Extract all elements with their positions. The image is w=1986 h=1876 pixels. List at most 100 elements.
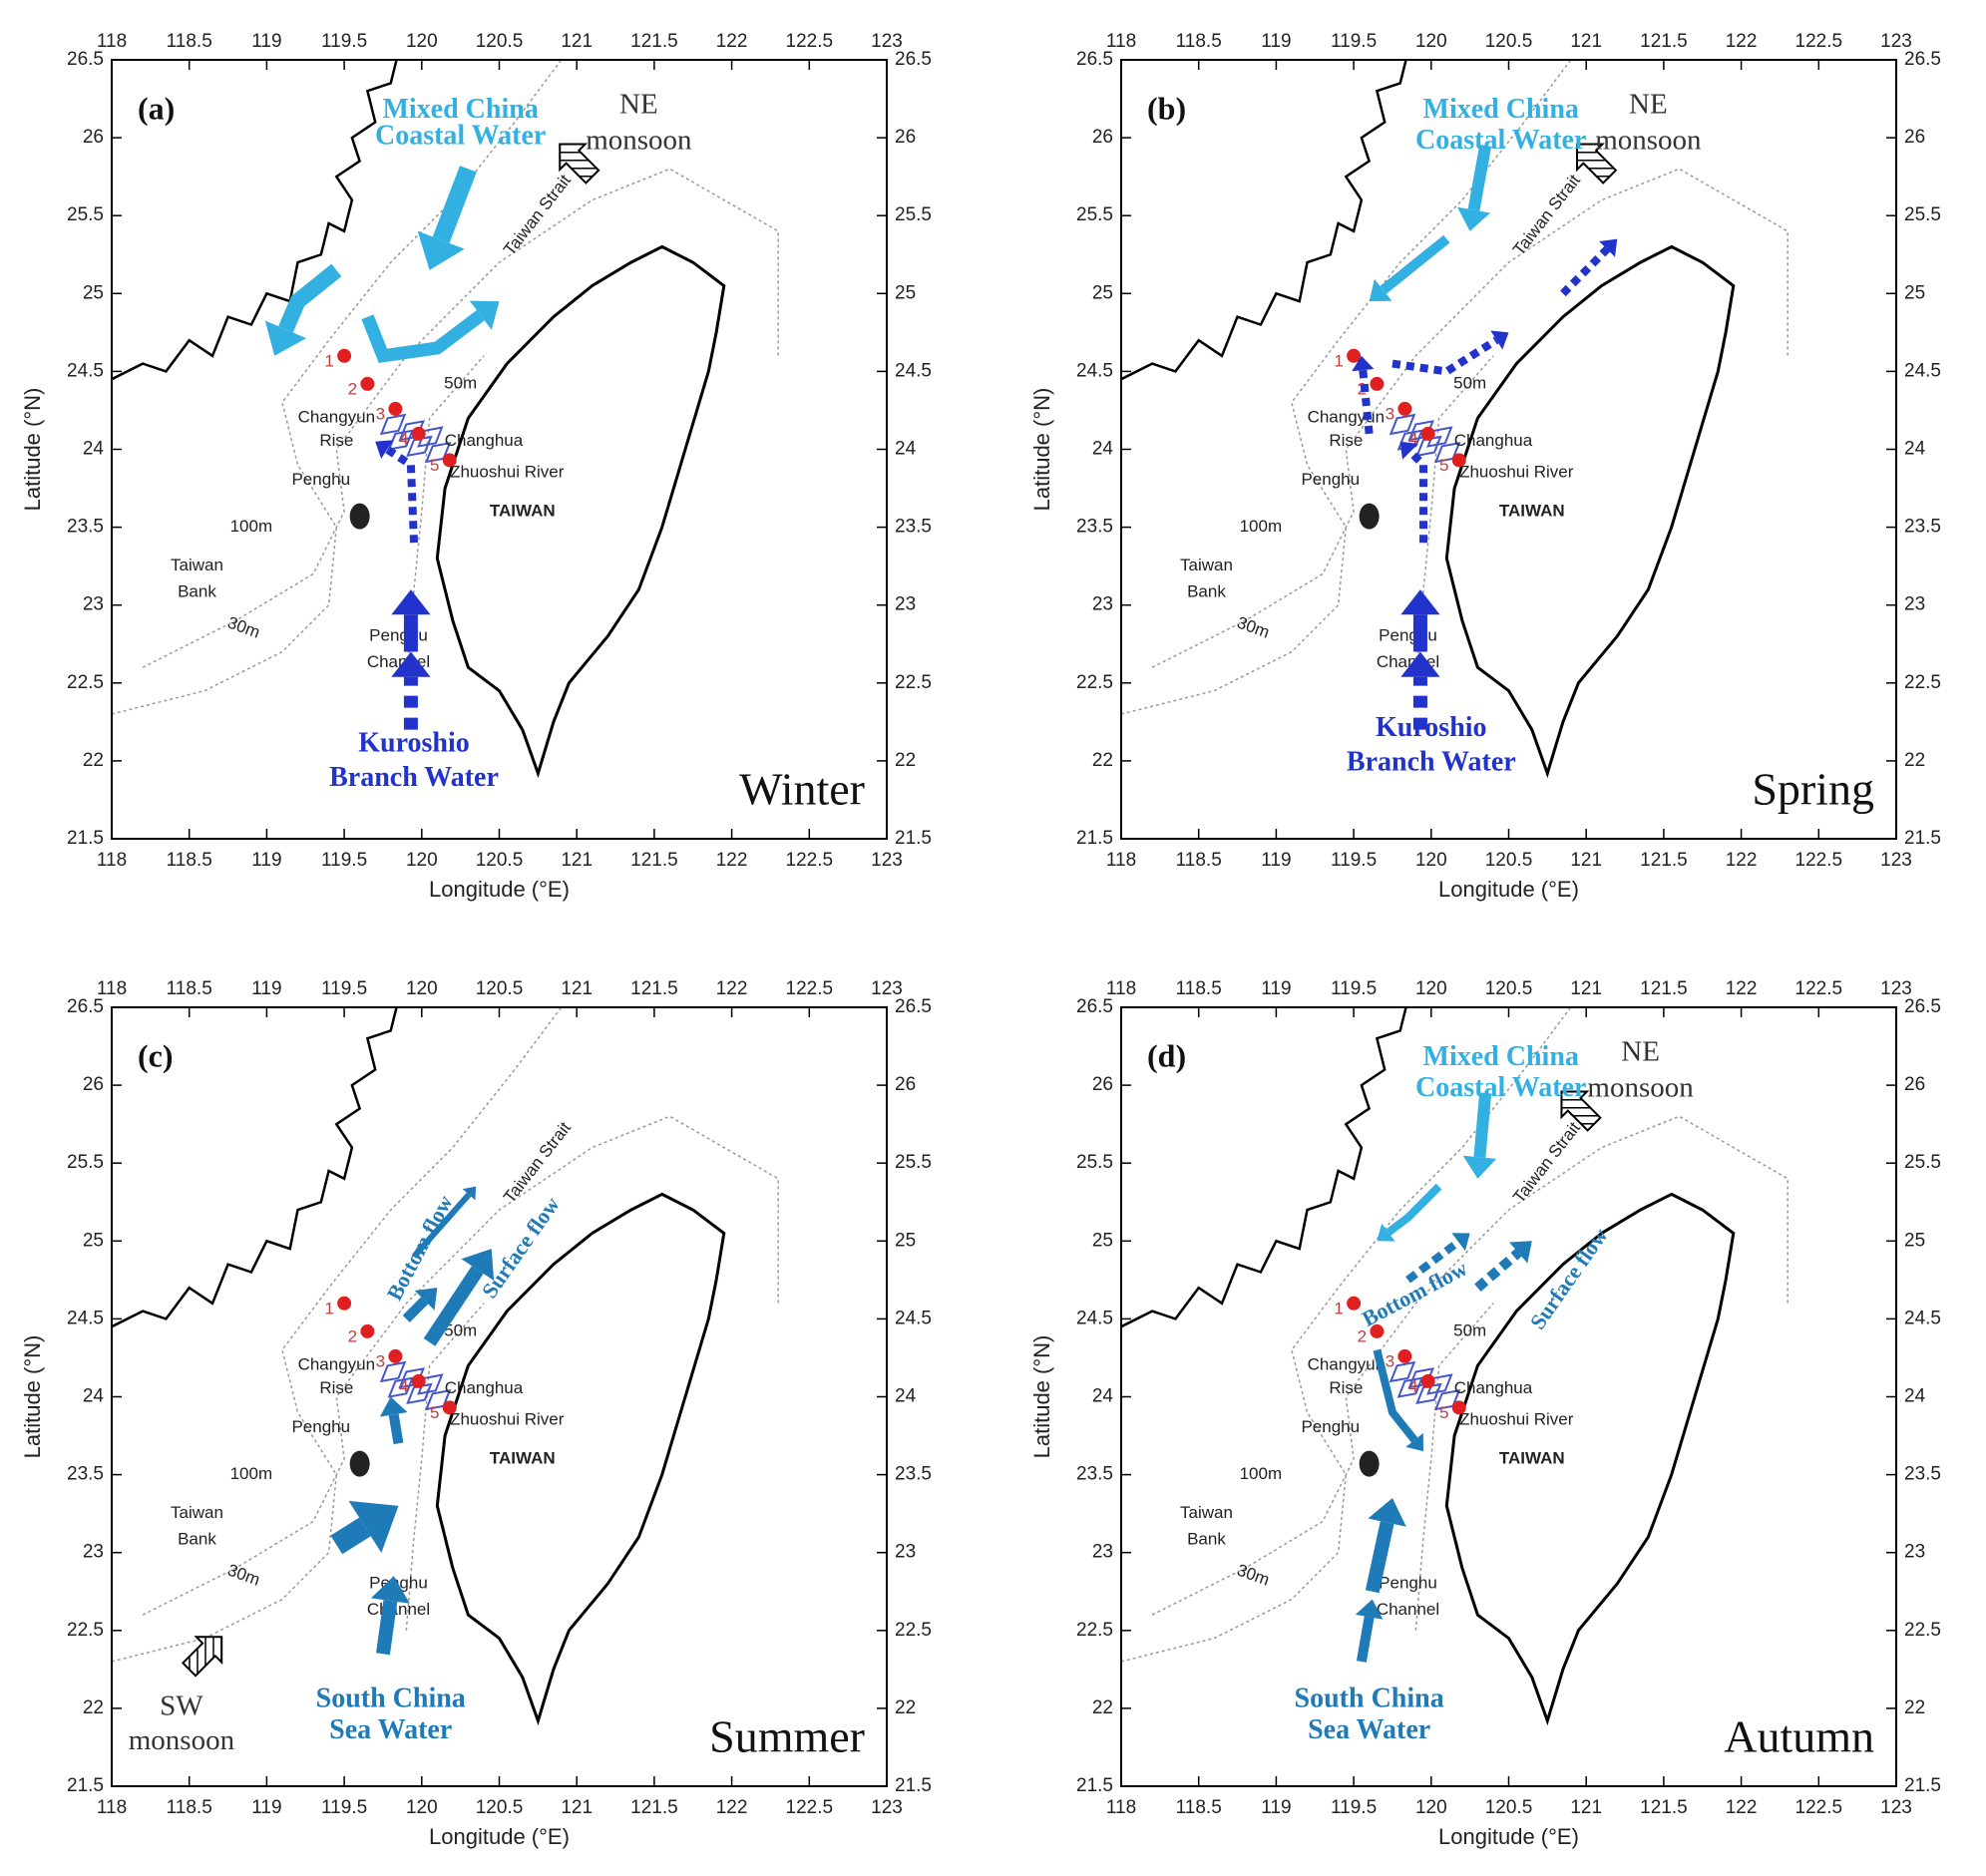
y-tick-label: 26 (1904, 127, 1925, 148)
y-tick-label: 24 (1092, 439, 1114, 460)
y-tick-label: 26 (895, 127, 916, 148)
y-tick-label: 22.5 (67, 672, 104, 693)
x-tick-label: 122.5 (1795, 1797, 1843, 1818)
map-label: 50m (444, 1320, 477, 1339)
mainland-coast (112, 1007, 398, 1328)
x-tick-label: 122 (716, 850, 748, 871)
x-tick-label: 120.5 (476, 850, 524, 871)
arrow-head (469, 300, 500, 330)
flow-arrow (385, 446, 419, 544)
wind-farm (406, 1382, 433, 1405)
y-tick-label: 25.5 (1076, 1152, 1113, 1173)
y-tick-label: 21.5 (1904, 1775, 1941, 1796)
y-tick-label: 26 (1904, 1074, 1925, 1095)
station-number: 4 (399, 1376, 408, 1395)
x-tick-label: 120 (406, 1797, 438, 1818)
station (411, 426, 426, 441)
flow-arrow (1473, 1092, 1492, 1158)
wind-farm (1396, 1376, 1424, 1398)
y-axis-label: Latitude (°N) (20, 1335, 45, 1459)
y-tick-label: 25.5 (895, 204, 932, 225)
mainland-coast (1121, 1007, 1407, 1328)
arrow-head (1377, 1223, 1395, 1242)
isobath (1151, 1115, 1788, 1616)
arrow-head (379, 1396, 408, 1417)
station-number: 3 (376, 1351, 385, 1370)
season-label: Autumn (1724, 1711, 1874, 1762)
x-tick-label: 121 (1570, 31, 1602, 52)
x-tick-label: 122 (716, 978, 748, 999)
x-tick-label: 123 (1880, 978, 1912, 999)
y-tick-label: 26.5 (895, 49, 932, 70)
isobath (1121, 1007, 1572, 1663)
x-tick-label: 119 (1261, 850, 1291, 871)
station-number: 2 (348, 1326, 357, 1345)
x-tick-label: 118.5 (167, 978, 212, 999)
y-tick-label: 22.5 (1904, 672, 1941, 693)
y-tick-label: 26.5 (67, 996, 104, 1017)
x-tick-label: 122 (1726, 31, 1758, 52)
x-tick-label: 120 (406, 978, 438, 999)
water-mass-label: Coastal Water (1415, 125, 1586, 156)
map-label: Penghu (1301, 470, 1360, 489)
y-tick-label: 23 (1092, 594, 1113, 615)
map-label: 100m (230, 517, 273, 536)
x-tick-label: 121 (1570, 1797, 1602, 1818)
wind-farm (417, 426, 444, 448)
flow-arrow (1405, 1238, 1461, 1284)
water-mass-label: Branch Water (329, 762, 499, 793)
map-label: Zhuoshui River (1459, 1409, 1574, 1428)
x-tick-label: 123 (871, 978, 903, 999)
y-tick-label: 25.5 (67, 1152, 104, 1173)
arrow-head (1509, 1241, 1532, 1264)
map-label: Taiwan Strait (500, 1118, 575, 1207)
map-label: Bank (1187, 582, 1226, 601)
x-tick-label: 122 (1726, 850, 1758, 871)
x-tick-label: 119 (251, 978, 281, 999)
x-tick-label: 119.5 (1331, 1797, 1377, 1818)
x-tick-label: 121.5 (630, 978, 678, 999)
wind-farm (387, 429, 415, 451)
station-number: 4 (399, 429, 408, 448)
x-tick-label: 121.5 (630, 31, 678, 52)
x-tick-label: 121 (561, 850, 593, 871)
station-number: 5 (430, 456, 439, 475)
station-number: 1 (324, 351, 333, 370)
map-label: Zhuoshui River (450, 1409, 565, 1428)
x-tick-label: 120.5 (476, 978, 524, 999)
station (1347, 1296, 1362, 1311)
y-tick-label: 24 (895, 439, 917, 460)
station-number: 3 (1386, 1351, 1394, 1370)
flow-arrow (1407, 449, 1428, 544)
wind-farm (406, 435, 433, 458)
x-axis-label: Longitude (°E) (1438, 877, 1579, 902)
station (442, 1400, 457, 1415)
y-tick-label: 23.5 (1076, 1464, 1113, 1485)
x-tick-label: 119 (251, 1797, 281, 1818)
monsoon-arrow-shape (1575, 143, 1618, 185)
map-label: Taiwan (171, 1503, 223, 1522)
map-label: Penghu (291, 470, 350, 489)
x-tick-label: 123 (1880, 1797, 1912, 1818)
x-tick-label: 121.5 (1640, 850, 1688, 871)
y-tick-label: 24.5 (1076, 360, 1113, 381)
arrow-head (370, 1576, 410, 1604)
x-tick-label: 121 (561, 978, 593, 999)
y-axis-label: Latitude (°N) (1029, 388, 1054, 512)
arrow-head (348, 1500, 399, 1553)
map-label: 50m (444, 373, 477, 392)
station (337, 1296, 352, 1311)
y-tick-label: 25 (1092, 282, 1113, 303)
station (337, 348, 352, 363)
y-tick-label: 25.5 (1076, 204, 1113, 225)
x-axis-label: Longitude (°E) (429, 1824, 570, 1849)
water-mass-label: Mixed China (1423, 1041, 1579, 1072)
map-label: Taiwan Strait (1509, 1118, 1584, 1207)
map-label: 50m (1453, 1320, 1486, 1339)
panel-label: (c) (138, 1037, 174, 1073)
arrow-head (391, 589, 431, 615)
taiwan-coast (1444, 244, 1736, 779)
y-tick-label: 26 (83, 127, 104, 148)
